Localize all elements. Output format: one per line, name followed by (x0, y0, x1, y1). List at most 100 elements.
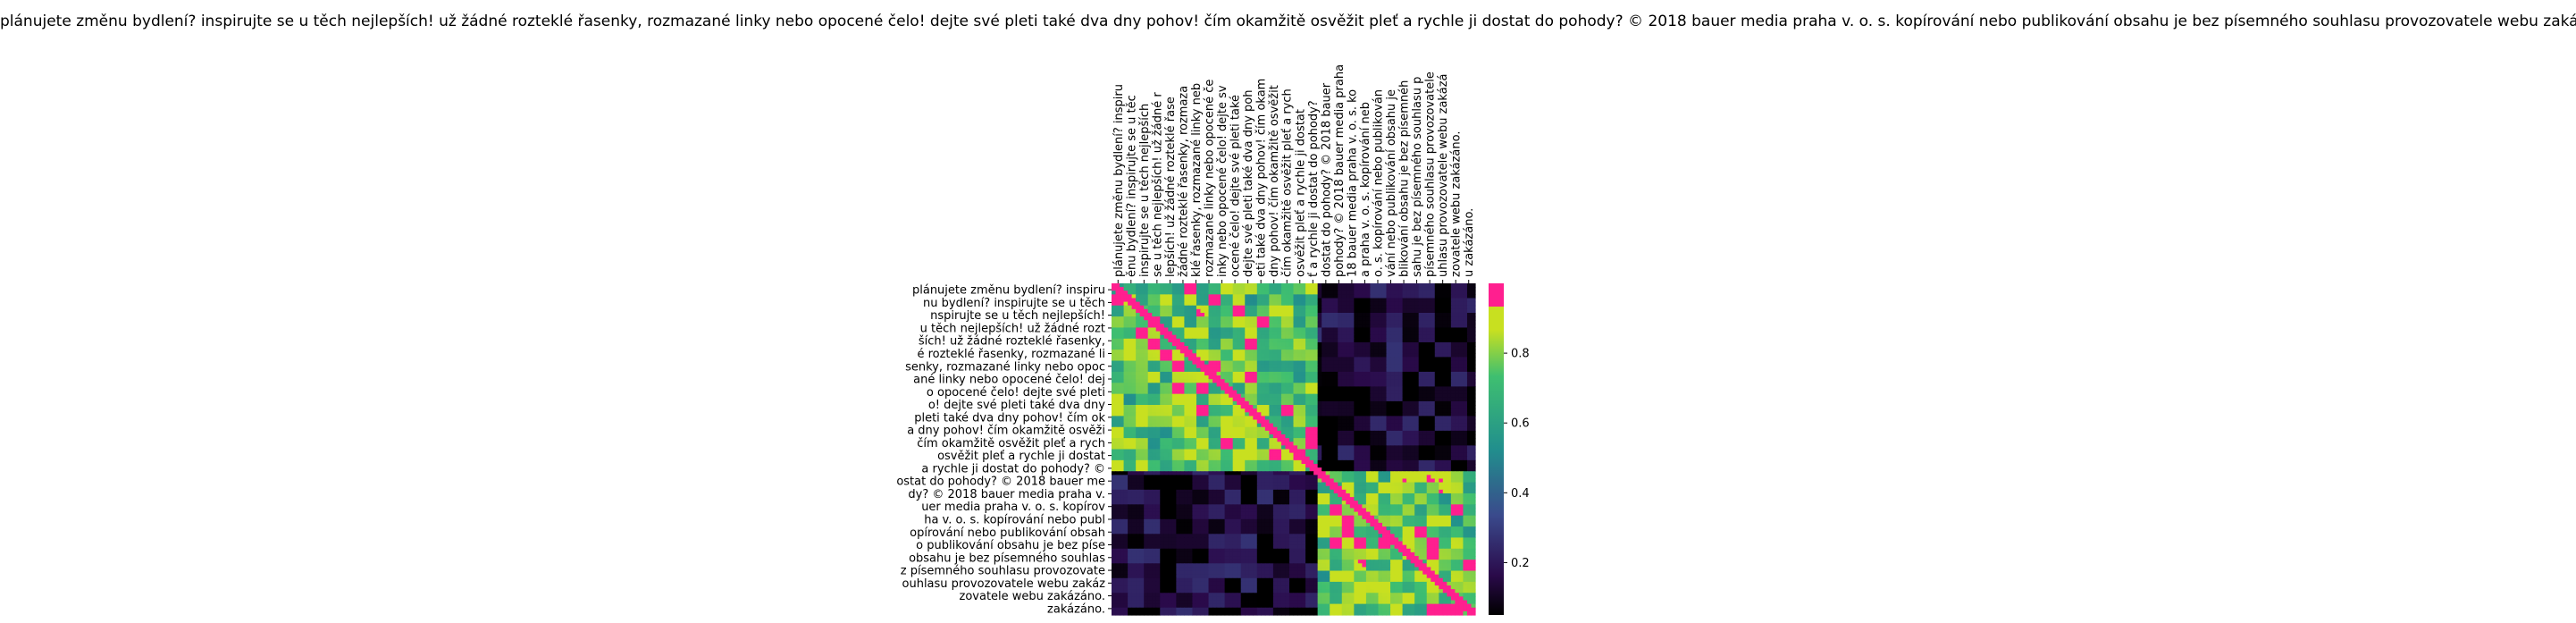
heatmap-cell (1269, 467, 1274, 472)
heatmap-cell (1269, 305, 1274, 310)
heatmap-cell (1301, 449, 1306, 454)
heatmap-cell (1152, 301, 1157, 307)
heatmap-cell (1272, 290, 1279, 295)
heatmap-cell (1196, 334, 1202, 340)
heatmap-cell (1338, 397, 1343, 402)
heatmap-cell (1176, 412, 1181, 417)
heatmap-cell (1402, 375, 1407, 380)
heatmap-cell (1144, 327, 1149, 333)
heatmap-cell (1309, 449, 1314, 454)
heatmap-cell (1322, 482, 1327, 487)
heatmap-cell (1439, 390, 1444, 395)
heatmap-cell (1322, 449, 1327, 454)
heatmap-cell (1471, 449, 1476, 454)
heatmap-cell (1115, 360, 1120, 366)
heatmap-cell (1325, 320, 1330, 324)
heatmap-cell (1293, 367, 1298, 373)
heatmap-cell (1253, 478, 1258, 484)
heatmap-cell (1305, 478, 1311, 484)
heatmap-cell (1357, 294, 1363, 299)
heatmap-cell (1277, 478, 1282, 484)
heatmap-cell (1168, 290, 1173, 295)
heatmap-cell (1163, 452, 1169, 458)
heatmap-cell (1398, 405, 1404, 409)
heatmap-cell (1229, 452, 1234, 458)
heatmap-cell (1414, 367, 1420, 373)
heatmap-cell (1317, 301, 1322, 307)
heatmap-cell (1112, 419, 1117, 425)
heatmap-cell (1378, 346, 1383, 350)
heatmap-cell (1264, 324, 1270, 329)
heatmap-cell (1216, 400, 1221, 406)
heatmap-cell (1200, 430, 1205, 435)
heatmap-cell (1192, 298, 1197, 303)
heatmap-cell (1285, 301, 1290, 307)
heatmap-cell (1301, 305, 1306, 310)
heatmap-cell (1463, 316, 1468, 321)
heatmap-cell (1426, 316, 1431, 321)
heatmap-cell (1386, 308, 1391, 314)
heatmap-cell (1322, 423, 1327, 428)
heatmap-cell (1253, 426, 1258, 432)
heatmap-cell (1431, 346, 1436, 350)
heatmap-cell (1261, 287, 1266, 291)
heatmap-cell (1305, 426, 1311, 432)
heatmap-cell (1155, 360, 1161, 366)
heatmap-cell (1455, 467, 1460, 472)
heatmap-cell (1200, 383, 1205, 388)
heatmap-cell (1434, 283, 1439, 288)
heatmap-cell (1378, 445, 1383, 450)
heatmap-cell (1187, 475, 1194, 480)
heatmap-cell (1179, 331, 1185, 336)
heatmap-cell (1277, 360, 1282, 366)
heatmap-cell (1155, 375, 1161, 380)
heatmap-cell (1309, 287, 1314, 291)
heatmap-cell (1370, 386, 1375, 391)
heatmap-cell (1333, 316, 1338, 321)
heatmap-cell (1168, 316, 1173, 321)
heatmap-cell (1256, 334, 1262, 340)
heatmap-cell (1115, 393, 1120, 399)
heatmap-cell (1136, 405, 1141, 409)
heatmap-cell (1120, 320, 1125, 324)
heatmap-cell (1434, 383, 1439, 388)
heatmap-cell (1155, 482, 1161, 487)
heatmap-cell (1418, 400, 1423, 406)
heatmap-cell (1277, 445, 1282, 450)
heatmap-cell (1370, 349, 1375, 354)
heatmap-cell (1280, 349, 1287, 354)
heatmap-cell (1200, 346, 1205, 350)
heatmap-cell (1232, 459, 1238, 465)
heatmap-cell (1370, 312, 1375, 317)
heatmap-cell (1414, 312, 1420, 317)
heatmap-cell (1414, 364, 1420, 369)
heatmap-cell (1390, 367, 1396, 373)
heatmap-cell (1293, 331, 1298, 336)
heatmap-cell (1240, 312, 1246, 317)
heatmap-cell (1187, 459, 1194, 465)
heatmap-cell (1341, 419, 1347, 425)
heatmap-cell (1123, 301, 1129, 307)
heatmap-cell (1297, 430, 1303, 435)
heatmap-cell (1285, 283, 1290, 288)
heatmap-cell (1390, 390, 1396, 395)
heatmap-cell (1163, 375, 1169, 380)
heatmap-cell (1394, 379, 1399, 383)
heatmap-cell (1240, 357, 1246, 362)
heatmap-cell (1370, 346, 1375, 350)
heatmap-cell (1139, 475, 1145, 480)
heatmap-cell (1208, 290, 1213, 295)
heatmap-cell (1229, 283, 1234, 288)
heatmap-cell (1293, 298, 1298, 303)
heatmap-cell (1450, 308, 1456, 314)
heatmap-cell (1390, 283, 1396, 288)
heatmap-cell (1224, 390, 1229, 395)
heatmap-cell (1325, 416, 1330, 421)
heatmap-cell (1115, 467, 1120, 472)
heatmap-cell (1115, 405, 1120, 409)
heatmap-cell (1346, 475, 1351, 480)
heatmap-cell (1196, 383, 1202, 388)
heatmap-cell (1179, 452, 1185, 458)
heatmap-cell (1155, 312, 1161, 317)
heatmap-cell (1442, 426, 1447, 432)
